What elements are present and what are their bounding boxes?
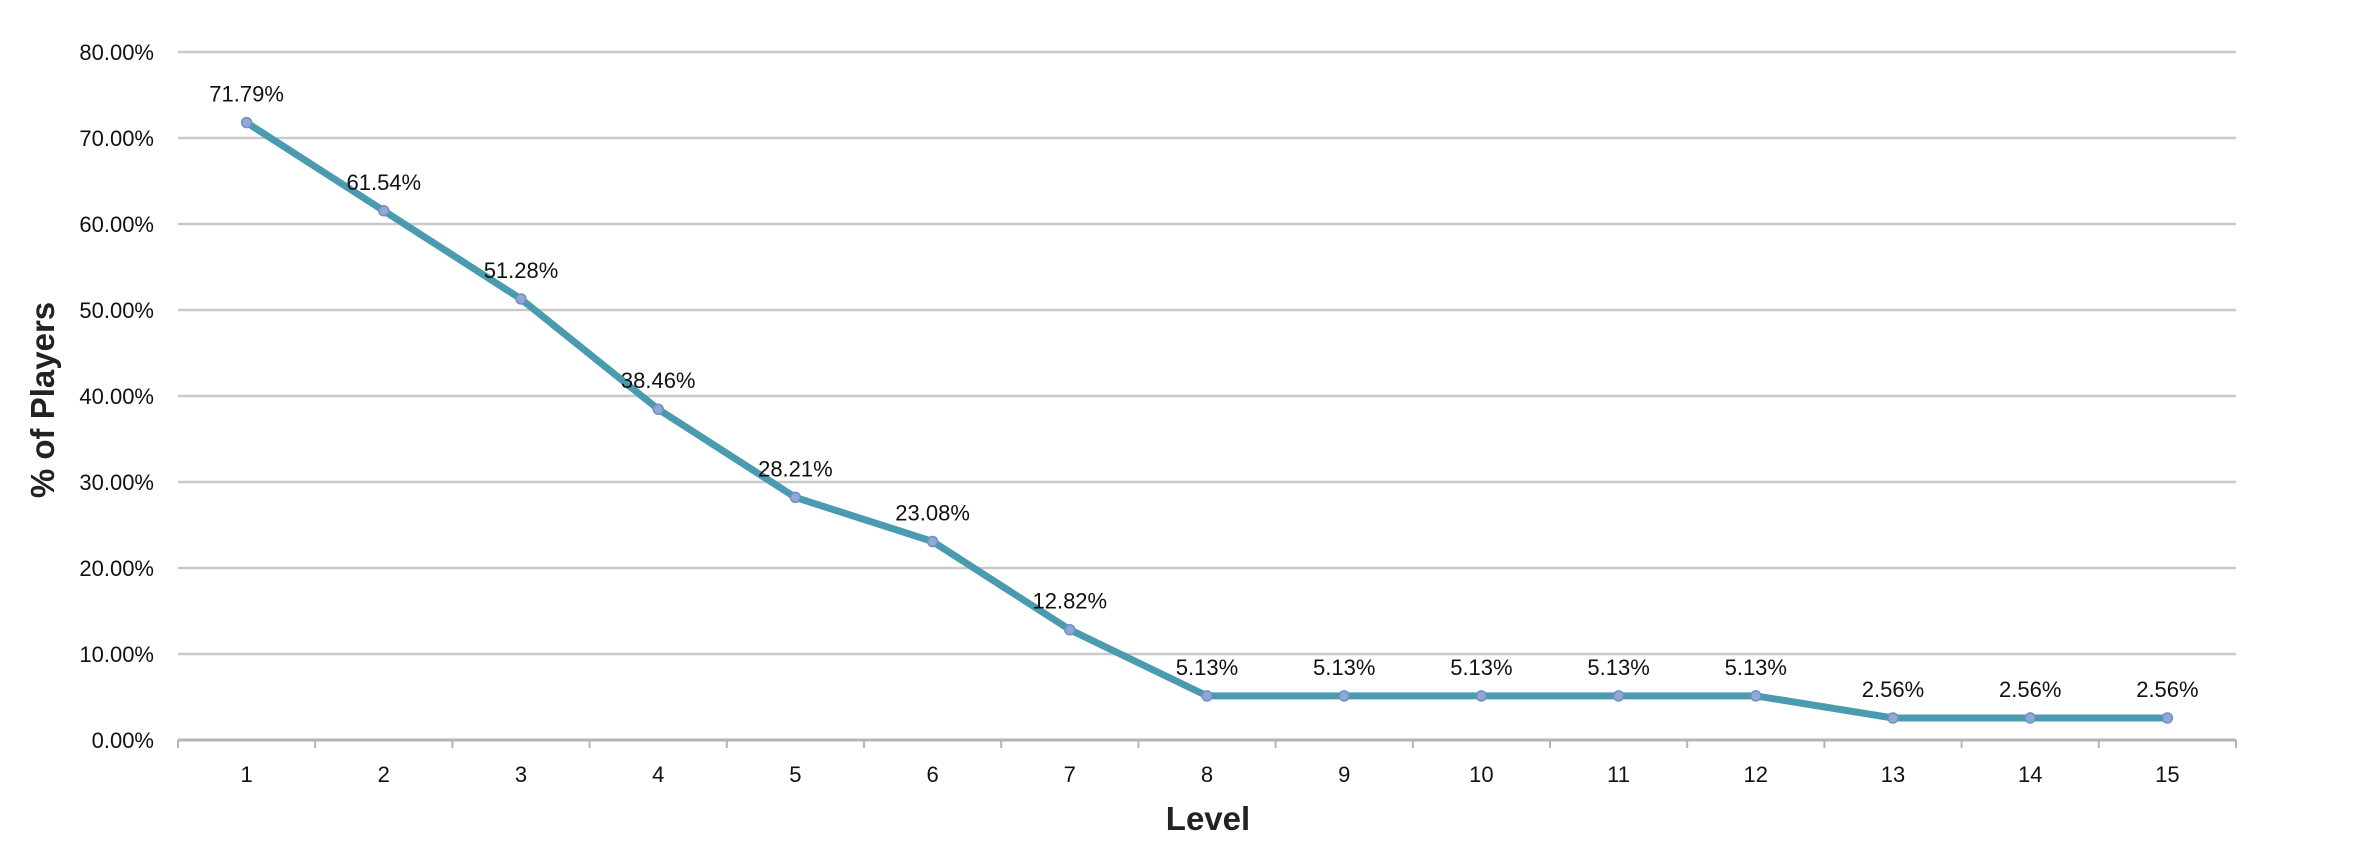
y-tick-label: 80.00%: [79, 40, 154, 65]
data-label: 5.13%: [1313, 655, 1375, 680]
y-axis-title: % of Players: [24, 302, 61, 498]
data-label: 12.82%: [1032, 589, 1107, 614]
data-point: [1612, 690, 1625, 702]
data-point: [378, 205, 390, 217]
data-label: 23.08%: [895, 501, 970, 526]
y-tick-label: 50.00%: [79, 298, 154, 323]
data-label: 5.13%: [1450, 655, 1512, 680]
data-point: [652, 403, 664, 415]
y-tick-label: 70.00%: [79, 126, 154, 151]
x-tick-label: 2: [378, 762, 390, 787]
y-tick-label: 60.00%: [79, 212, 154, 237]
data-point: [2161, 712, 2174, 724]
data-label: 61.54%: [346, 170, 421, 195]
x-axis-title: Level: [1166, 800, 1250, 837]
data-point: [1750, 690, 1762, 702]
x-tick-label: 3: [515, 762, 527, 787]
x-tick-label: 10: [1469, 762, 1493, 787]
data-point: [1887, 712, 1899, 724]
data-point: [1064, 623, 1076, 636]
x-tick-label: 11: [1607, 762, 1630, 787]
data-point: [515, 293, 527, 305]
x-tick-label: 4: [652, 762, 664, 787]
x-tick-label: 13: [1881, 762, 1905, 787]
data-point: [789, 491, 802, 504]
data-label: 5.13%: [1587, 655, 1649, 680]
y-axis-ticks: 0.00% 10.00% 20.00% 30.00% 40.00% 50.00% 60.00…: [79, 40, 154, 753]
data-point: [1201, 690, 1213, 702]
data-point: [1475, 690, 1488, 702]
data-labels: 71.79% 61.54% 51.28% 38.46% 28.21% 23.08% 12.8…: [209, 82, 2198, 702]
data-label: 2.56%: [1999, 677, 2061, 702]
y-tick-label: 30.00%: [79, 470, 154, 495]
x-axis-ticks: 1 2 3 4 5 6 7 8 9 10 11 12 13 14 15: [177, 740, 2237, 787]
x-tick-label: 9: [1338, 762, 1350, 787]
data-label: 71.79%: [209, 82, 284, 107]
x-tick-label: 5: [789, 762, 801, 787]
y-tick-label: 0.00%: [92, 728, 154, 753]
data-point: [2024, 712, 2036, 724]
x-tick-label: 15: [2155, 762, 2179, 787]
x-tick-label: 1: [240, 762, 252, 787]
series-line: [243, 119, 2171, 722]
data-label: 2.56%: [1862, 677, 1924, 702]
y-tick-label: 20.00%: [79, 556, 154, 581]
x-tick-label: 6: [926, 762, 938, 787]
data-point: [926, 535, 939, 548]
gridlines: [178, 50, 2236, 656]
data-label: 28.21%: [758, 456, 833, 481]
data-label: 51.28%: [484, 258, 559, 283]
series: [240, 116, 2174, 724]
y-tick-label: 10.00%: [79, 642, 154, 667]
x-tick-label: 8: [1201, 762, 1213, 787]
data-label: 38.46%: [621, 368, 696, 393]
data-label: 5.13%: [1176, 655, 1238, 680]
x-tick-label: 7: [1064, 762, 1076, 787]
y-tick-label: 40.00%: [79, 384, 154, 409]
x-tick-label: 14: [2018, 762, 2042, 787]
data-point: [240, 116, 253, 129]
data-point: [1338, 690, 1350, 702]
x-tick-label: 12: [1744, 762, 1768, 787]
data-label: 5.13%: [1725, 655, 1787, 680]
data-label: 2.56%: [2136, 677, 2198, 702]
